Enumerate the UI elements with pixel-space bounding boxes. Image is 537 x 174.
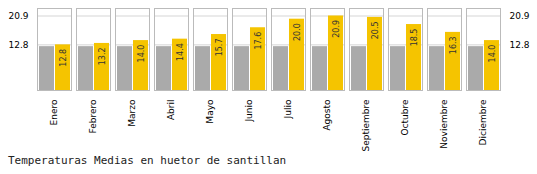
svg-text:20.0: 20.0 [293, 23, 302, 41]
svg-text:Diciembre: Diciembre [478, 99, 488, 145]
svg-text:14.4: 14.4 [176, 43, 185, 61]
svg-text:Junio: Junio [244, 99, 254, 123]
svg-text:Noviembre: Noviembre [439, 99, 449, 149]
svg-text:20.9: 20.9 [510, 11, 530, 21]
svg-text:Marzo: Marzo [127, 99, 137, 127]
svg-text:14.0: 14.0 [488, 45, 497, 63]
svg-text:Mayo: Mayo [205, 99, 215, 124]
svg-text:Octubre: Octubre [400, 99, 410, 135]
svg-text:18.5: 18.5 [410, 29, 419, 47]
svg-text:12.8: 12.8 [510, 40, 530, 50]
svg-text:Abril: Abril [166, 100, 176, 121]
svg-text:20.9: 20.9 [8, 11, 28, 21]
svg-text:16.3: 16.3 [449, 36, 458, 54]
svg-text:13.2: 13.2 [98, 47, 107, 65]
svg-text:Agosto: Agosto [322, 99, 332, 131]
svg-text:12.8: 12.8 [59, 49, 68, 67]
svg-text:20.9: 20.9 [332, 20, 341, 38]
svg-text:Julio: Julio [283, 99, 293, 119]
svg-text:Enero: Enero [49, 99, 59, 125]
svg-text:14.0: 14.0 [137, 45, 146, 63]
svg-text:Septiembre: Septiembre [361, 99, 371, 152]
svg-text:12.8: 12.8 [8, 40, 28, 50]
html-text:Temperaturas Medias en huetor: Temperaturas Medias en huetor de santill… [8, 154, 287, 167]
svg-text:15.7: 15.7 [215, 39, 224, 57]
svg-text:20.5: 20.5 [371, 21, 380, 39]
svg-text:Febrero: Febrero [88, 99, 98, 133]
svg-text:17.6: 17.6 [254, 32, 263, 50]
